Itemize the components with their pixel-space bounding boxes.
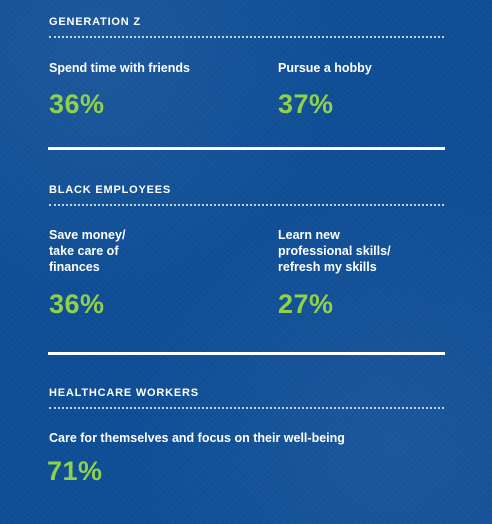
stat-label: Pursue a hobby (278, 61, 372, 75)
stat-item: Spend time with friends 36% (49, 60, 229, 119)
section-divider (48, 147, 445, 150)
stat-item: Learn new professional skills/ refresh m… (278, 227, 458, 319)
section-title: BLACK EMPLOYEES (49, 184, 172, 196)
stat-value: 71% (47, 456, 103, 486)
dotted-divider (49, 36, 444, 38)
stat-label: Learn new professional skills/ refresh m… (278, 228, 391, 274)
dotted-divider (49, 204, 444, 206)
stat-value: 36% (49, 289, 105, 319)
stat-item: Pursue a hobby 37% (278, 60, 458, 119)
stat-value: 36% (49, 89, 105, 119)
stat-value: 27% (278, 289, 334, 319)
section-healthcare-workers: HEALTHCARE WORKERS (49, 387, 444, 409)
stat-label: Care for themselves and focus on their w… (49, 431, 345, 445)
stat-item: Care for themselves and focus on their w… (47, 430, 449, 486)
dotted-divider (49, 407, 444, 409)
stat-item: Save money/ take care of finances 36% (49, 227, 229, 319)
stat-value: 37% (278, 89, 334, 119)
section-divider (48, 352, 445, 355)
stat-label: Save money/ take care of finances (49, 228, 126, 274)
stat-label: Spend time with friends (49, 61, 190, 75)
section-generation-z: GENERATION Z (49, 16, 444, 38)
section-black-employees: BLACK EMPLOYEES (49, 184, 444, 206)
section-title: HEALTHCARE WORKERS (49, 387, 199, 399)
section-title: GENERATION Z (49, 16, 141, 28)
